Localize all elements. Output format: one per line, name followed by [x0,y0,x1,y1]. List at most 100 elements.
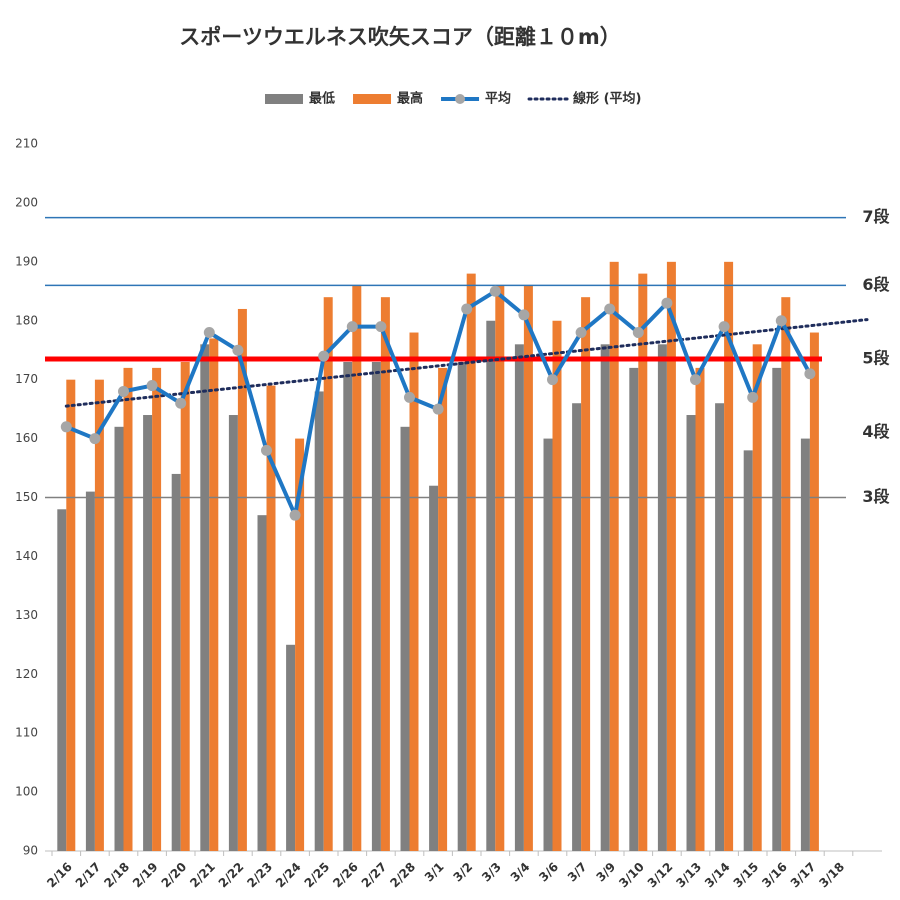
y-tick-label: 100 [15,785,38,799]
bar [209,338,219,851]
bar [686,415,696,851]
x-tick-label: 2/20 [159,860,190,891]
bar [343,361,353,851]
marker [461,303,473,315]
chart-title: スポーツウエルネス吹矢スコア（距離１０m） [179,25,620,49]
bar [228,415,238,851]
marker [60,421,72,433]
y-tick-label: 160 [15,431,38,445]
x-tick-label: 3/18 [816,860,847,891]
bar [486,320,496,851]
bar [781,297,791,851]
bar [629,367,639,851]
x-tick-label: 2/24 [273,860,304,891]
marker [489,285,501,297]
marker [718,321,730,333]
y-tick-label: 110 [15,726,38,740]
marker [203,327,215,339]
bar [114,426,124,851]
y-tick-label: 190 [15,254,38,268]
trend-line [64,318,869,408]
bar [609,261,619,851]
x-tick-label: 2/22 [216,860,247,891]
bar [457,361,467,851]
bar [743,450,753,851]
x-tick-label: 3/7 [565,860,590,885]
bar [200,344,210,851]
reference-label: 7段 [862,207,890,226]
bar [66,379,76,851]
marker [432,403,444,415]
bar [800,438,810,851]
x-tick-label: 3/15 [731,860,762,891]
reference-label: 5段 [862,349,890,368]
marker [775,315,787,327]
bar [752,344,762,851]
bar [638,273,648,851]
x-tick-label: 2/26 [330,860,361,891]
legend-label: 平均 [485,91,511,107]
y-tick-label: 140 [15,549,38,563]
bar [380,297,390,851]
y-tick-label: 150 [15,490,38,504]
bar [657,344,667,851]
legend-label: 線形 (平均) [573,91,641,107]
x-tick-label: 3/10 [616,860,647,891]
marker [146,380,158,392]
marker [404,391,415,403]
marker [175,397,187,409]
bar [523,285,533,851]
marker [289,509,301,521]
legend-swatch [455,94,466,104]
y-tick-label: 200 [15,195,38,209]
bar [543,438,553,851]
y-tick-label: 120 [15,667,38,681]
bar [94,379,104,851]
x-tick-label: 2/18 [101,860,132,891]
bar [85,491,95,851]
x-tick-label: 3/3 [479,860,504,885]
y-tick-label: 210 [15,137,38,151]
marker [261,444,272,456]
bar [57,509,67,851]
bar [514,344,524,851]
legend-label: 最高 [397,91,423,107]
marker [232,344,244,356]
x-tick-label: 3/2 [450,860,475,885]
bar [237,308,247,851]
bar [171,473,181,851]
marker [661,297,673,309]
bar [400,426,410,851]
marker [89,433,101,445]
bar [323,297,333,851]
bar [371,361,381,851]
legend-swatch [353,94,392,104]
bar [581,297,591,851]
bar [180,361,190,851]
bar [257,515,267,851]
x-tick-label: 2/25 [302,860,333,891]
x-tick-label: 3/9 [593,860,618,885]
x-tick-label: 3/4 [508,860,533,885]
bar [695,367,705,851]
y-tick-label: 170 [15,372,38,386]
marker [604,303,616,315]
marker [375,321,387,333]
x-tick-label: 2/16 [44,860,75,891]
bar [600,344,610,851]
x-tick-label: 3/13 [673,860,704,891]
marker [690,374,701,386]
y-tick-label: 180 [15,313,38,327]
bar [466,273,476,851]
bar [772,367,782,851]
bar [715,403,725,851]
x-tick-label: 3/1 [422,860,447,885]
marker [518,309,530,321]
bar [409,332,419,851]
bar [152,367,162,851]
x-tick-label: 2/23 [244,860,275,891]
marker [747,391,759,403]
marker [804,368,816,380]
reference-label: 6段 [862,275,890,294]
